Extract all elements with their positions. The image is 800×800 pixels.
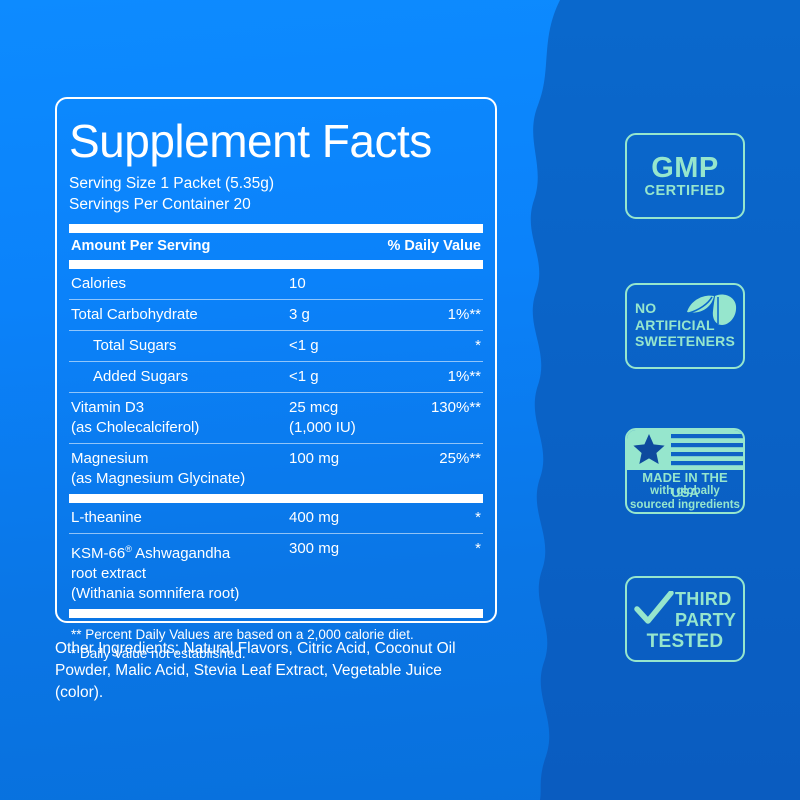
badge-tpt-line3: TESTED [646,631,724,652]
footnotes: ** Percent Daily Values are based on a 2… [69,618,483,663]
badge-usa-line2: with globally [650,485,720,497]
table-row: Total Sugars <1 g * [69,331,483,361]
row-daily-value: * [475,509,481,526]
row-nutrient-name: Vitamin D3 (as Cholecalciferol) [71,398,289,438]
badge-tpt-line1: THIRD [675,589,732,609]
row-nutrient-subname: (as Magnesium Glycinate) [71,470,246,487]
badge-gmp-subtitle: CERTIFIED [644,182,726,199]
other-ingredients-text: Other Ingredients: Natural Flavors, Citr… [55,640,456,701]
row-amount-value: 100 mg [289,450,340,467]
nutrient-table-primary: Calories 10 Total Carbohydrate 3 g 1%** Total… [69,269,483,494]
serving-size: Serving Size 1 Packet (5.35g) [69,175,275,192]
supplement-facts-card: Supplement Facts Serving Size 1 Packet (… [55,97,497,661]
header-percent-daily-value: % Daily Value [387,238,482,254]
badge-tpt-line2: PARTY [675,610,737,630]
badge-gmp-certified: GMP CERTIFIED [625,133,745,219]
badge-no-artificial-sweeteners: NO ARTIFICIAL SWEETENERS [625,283,745,369]
badge-usa-subtitle: with globally sourced ingredients [627,485,743,512]
usa-flag-icon [627,430,743,475]
row-nutrient-subname: (Withania somnifera root) [71,585,240,602]
badge-nas-line1: NO [635,300,657,316]
table-row: L-theanine 400 mg * [69,503,483,533]
row-amount-value: <1 g [289,368,319,385]
row-daily-value: 1%** [447,306,481,323]
row-nutrient-name: Magnesium (as Magnesium Glycinate) [71,449,289,489]
row-nutrient-name: Total Sugars [93,337,177,354]
table-row: Total Carbohydrate 3 g 1%** [69,300,483,330]
row-nutrient-subname: root extract [71,565,147,582]
separator-bar-header [69,260,483,269]
table-row: Added Sugars <1 g 1%** [69,362,483,392]
row-nutrient-name: KSM-66® Ashwagandha root extract (Withania… [71,539,289,604]
table-row: Vitamin D3 (as Cholecalciferol) 25 mcg (1,0… [69,393,483,443]
row-nutrient-name: Total Carbohydrate [71,306,198,323]
row-nutrient-subname: (as Cholecalciferol) [71,419,200,436]
row-amount-value: 300 mg [289,540,340,557]
checkmark-icon [634,590,674,632]
table-row: Magnesium (as Magnesium Glycinate) 100 mg 2… [69,444,483,494]
page-title: Supplement Facts [69,115,432,167]
row-amount-value: 10 [289,275,306,292]
row-divider [69,299,483,300]
table-header-row: Amount Per Serving % Daily Value [69,233,483,260]
row-divider [69,443,483,444]
row-divider [69,361,483,362]
badge-usa-title: MADE IN THE USA [642,470,728,500]
separator-bar-top [69,224,483,233]
header-amount-per-serving: Amount Per Serving [71,238,211,254]
badge-usa-line3: sourced ingredients [630,498,740,511]
serving-info: Serving Size 1 Packet (5.35g) Servings P… [69,173,483,215]
nutrient-table-secondary: L-theanine 400 mg * KSM-66® Ashwagandha root… [69,503,483,609]
row-daily-value: * [475,540,481,557]
badge-made-in-usa: MADE IN THE USA with globally sourced in… [625,428,745,514]
badge-nas-text: NO ARTIFICIAL SWEETENERS [635,300,735,350]
row-daily-value: 1%** [447,368,481,385]
separator-bar-middle [69,494,483,503]
table-row: Calories 10 [69,269,483,299]
badge-nas-line3: SWEETENERS [635,333,736,349]
footnote-not-established: * Daily Value not established. [71,646,246,661]
servings-per-container: Servings Per Container 20 [69,196,251,213]
footnote-daily-values: ** Percent Daily Values are based on a 2… [71,627,414,642]
registered-mark: ® [125,544,132,554]
row-nutrient-name: Calories [71,275,127,292]
row-divider [69,392,483,393]
row-nutrient-name: Added Sugars [93,368,189,385]
row-divider [69,533,483,534]
row-amount-value: 400 mg [289,509,340,526]
badge-gmp-title: GMP [651,151,719,184]
row-amount-subvalue: (1,000 IU) [289,419,356,436]
background-right-panel [500,0,800,800]
row-daily-value: * [475,337,481,354]
row-daily-value: 130%** [430,399,481,416]
row-nutrient-name: L-theanine [71,509,142,526]
leaves-icon [685,292,737,331]
row-divider [69,330,483,331]
badge-nas-line2: ARTIFICIAL [635,316,715,333]
row-amount-value: 3 g [289,306,310,323]
table-row: KSM-66® Ashwagandha root extract (Withania… [69,534,483,609]
row-amount-value: 25 mcg (1,000 IU) [289,398,411,438]
separator-bar-bottom [69,609,483,618]
row-amount-value: <1 g [289,337,319,354]
row-daily-value: 25%** [439,450,481,467]
badge-third-party-tested: THIRD PARTY TESTED [625,576,745,662]
